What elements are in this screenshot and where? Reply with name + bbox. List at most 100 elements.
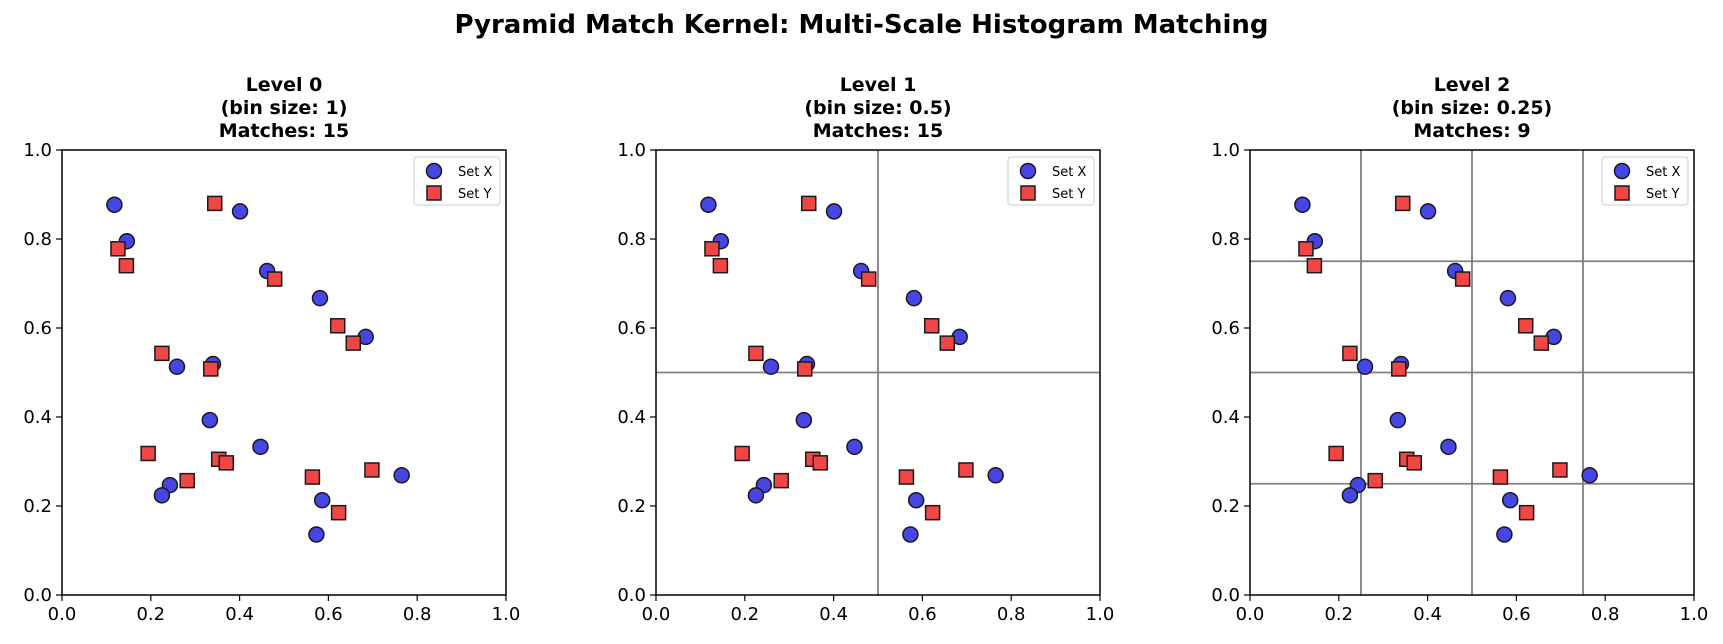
set-y-point [364, 462, 380, 478]
set-y-point [1367, 472, 1383, 489]
set-y-point [939, 335, 956, 351]
x-tick-label: 0.6 [908, 604, 937, 625]
set-x-point [1496, 526, 1513, 543]
panel-title-line: (bin size: 1) [221, 97, 348, 119]
x-tick-label: 0.2 [730, 604, 759, 625]
set-y-point [1298, 241, 1314, 257]
set-y-point [1533, 335, 1550, 351]
y-tick-label: 0.8 [23, 229, 52, 250]
set-x-point [311, 289, 329, 307]
set-x-point [308, 526, 325, 543]
set-x-point [902, 526, 919, 543]
legend-marker-set-x [425, 162, 443, 180]
set-x-point [1294, 196, 1311, 213]
y-tick-label: 0.0 [23, 585, 52, 606]
x-tick-label: 0.8 [997, 604, 1026, 625]
set-y-point [1492, 469, 1509, 485]
figure-title: Pyramid Match Kernel: Multi-Scale Histog… [454, 10, 1269, 40]
set-x-point [313, 491, 331, 509]
axes-frame [1249, 149, 1695, 596]
y-tick-label: 0.6 [23, 318, 52, 339]
legend: Set X Set Y [413, 156, 501, 206]
panel-title-line: Matches: 15 [219, 120, 349, 142]
y-tick-label: 0.2 [617, 496, 646, 517]
y-tick-label: 1.0 [617, 140, 646, 161]
set-y-point [1552, 462, 1568, 478]
set-y-point [860, 271, 877, 287]
set-y-point [118, 257, 135, 274]
panel-title-line: Level 1 [840, 74, 917, 96]
set-x-point [1356, 358, 1374, 375]
legend-marker-set-y [426, 185, 442, 201]
panel-title-line: Level 0 [246, 74, 323, 96]
set-y-point [796, 361, 813, 377]
set-y-point [304, 469, 321, 485]
set-x-point [106, 196, 123, 213]
x-tick-label: 0.6 [314, 604, 343, 625]
set-y-point [1328, 445, 1344, 462]
set-x-point [795, 411, 813, 429]
y-tick-label: 0.0 [1211, 585, 1240, 606]
legend-marker-set-x [1019, 162, 1037, 180]
y-tick-label: 0.6 [1211, 318, 1240, 339]
set-y-point [734, 445, 750, 462]
set-x-point [987, 467, 1004, 484]
legend-marker-set-x [1613, 162, 1631, 180]
set-y-point [345, 335, 362, 351]
x-tick-label: 0.2 [136, 604, 165, 625]
set-y-point [1342, 345, 1358, 362]
legend-label: Set X [1052, 165, 1086, 180]
set-y-point [206, 195, 223, 212]
set-y-point [179, 472, 195, 489]
set-y-point [958, 462, 974, 478]
x-tick-label: 0.6 [1502, 604, 1531, 625]
set-y-point [1518, 504, 1535, 521]
legend-label: Set X [1646, 165, 1680, 180]
set-x-point [825, 203, 843, 220]
legend: Set X Set Y [1007, 156, 1095, 206]
set-x-point [1419, 203, 1437, 220]
y-tick-label: 1.0 [1211, 140, 1240, 161]
legend-marker-set-y [1614, 185, 1630, 201]
set-x-point [1341, 487, 1359, 504]
set-y-point [266, 271, 283, 287]
set-y-point [704, 241, 720, 257]
y-tick-label: 0.2 [1211, 496, 1240, 517]
set-x-point [1440, 438, 1457, 456]
y-tick-label: 0.2 [23, 496, 52, 517]
set-x-point [747, 487, 765, 504]
y-tick-label: 0.4 [617, 407, 646, 428]
x-tick-label: 0.2 [1324, 604, 1353, 625]
set-x-point [905, 289, 923, 307]
x-tick-label: 1.0 [1680, 604, 1709, 625]
legend-label: Set Y [1052, 187, 1085, 202]
legend-label: Set Y [1646, 187, 1679, 202]
x-tick-label: 0.4 [1413, 604, 1442, 625]
legend-marker-set-y [1020, 185, 1036, 201]
panel-title-line: Matches: 15 [813, 120, 943, 142]
set-x-point [252, 438, 269, 456]
x-tick-label: 0.0 [48, 604, 77, 625]
set-y-point [154, 345, 170, 362]
set-y-point [748, 345, 764, 362]
panel-1: Level 1(bin size: 0.5)Matches: 15 0.00.0 0… [617, 74, 1114, 625]
set-x-point [1389, 411, 1407, 429]
set-x-point [1501, 491, 1519, 509]
x-tick-label: 0.8 [403, 604, 432, 625]
set-x-point [231, 203, 249, 220]
set-y-point [110, 241, 126, 257]
x-tick-label: 0.8 [1591, 604, 1620, 625]
panel-title-line: (bin size: 0.5) [804, 97, 951, 119]
y-tick-label: 0.4 [23, 407, 52, 428]
axes-frame [61, 149, 507, 596]
set-y-point [773, 472, 789, 489]
set-x-point [201, 411, 219, 429]
y-tick-label: 1.0 [23, 140, 52, 161]
set-y-point [923, 318, 940, 334]
legend-label: Set Y [458, 187, 491, 202]
set-x-point [393, 467, 410, 484]
x-tick-label: 0.0 [1236, 604, 1265, 625]
set-y-point [1394, 195, 1411, 212]
set-x-point [1581, 467, 1598, 484]
